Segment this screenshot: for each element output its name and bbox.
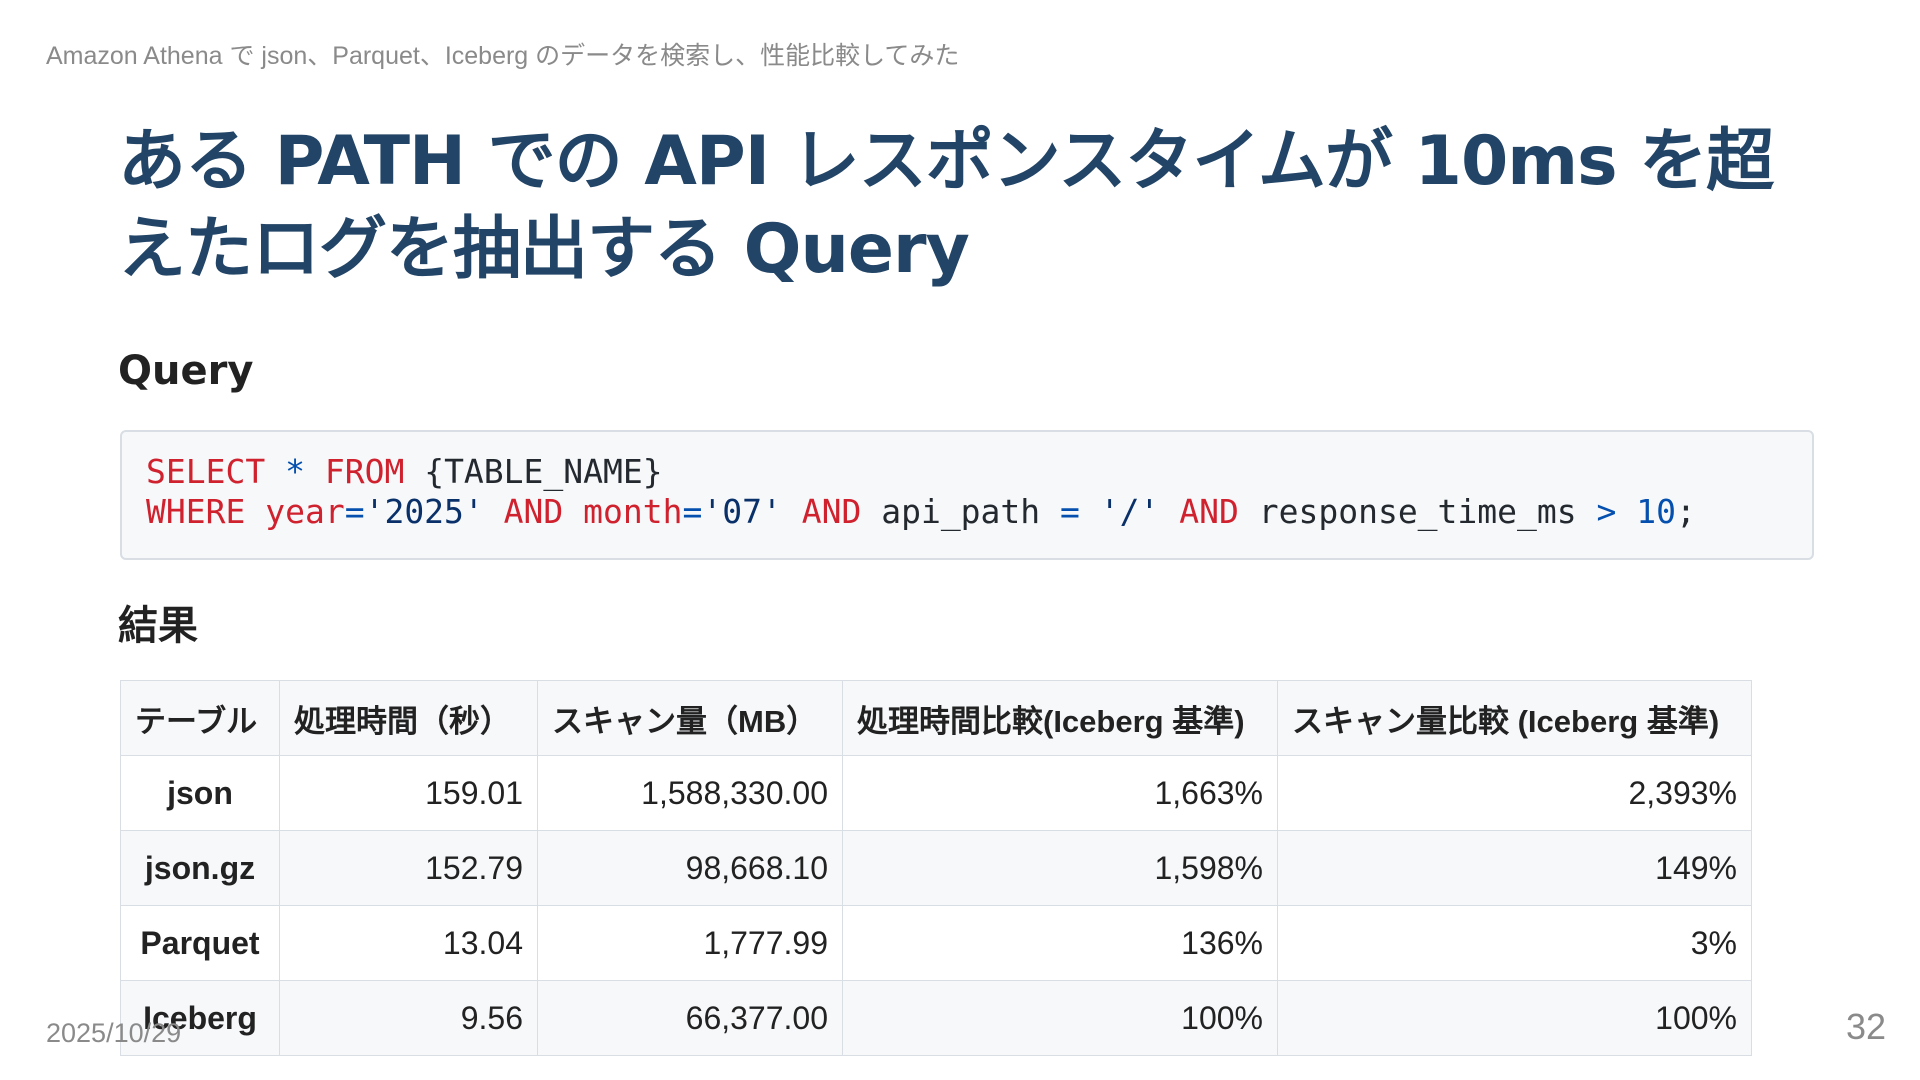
footer-date: 2025/10/29	[46, 1018, 182, 1048]
slide-title: ある PATH での API レスポンスタイムが 10ms を超えたログを抽出す…	[118, 122, 1774, 289]
sql-code-block: SELECT * FROM {TABLE_NAME} WHERE year='20…	[120, 430, 1814, 560]
code-token	[563, 492, 583, 531]
code-line-2: WHERE year='2025' AND month='07' AND api…	[146, 492, 1788, 532]
table-row: Iceberg 9.56 66,377.00 100% 100%	[120, 980, 1752, 1056]
column-header-table: テーブル	[120, 680, 280, 756]
code-token: api_path	[861, 492, 1061, 531]
code-token: AND	[801, 492, 862, 531]
table-header-row: テーブル 処理時間（秒） スキャン量（MB） 処理時間比較(Iceberg 基準…	[120, 680, 1752, 756]
slide-header-subtitle: Amazon Athena で json、Parquet、Iceberg のデー…	[46, 42, 960, 70]
code-token: month	[583, 492, 683, 531]
table-cell: 66,377.00	[537, 980, 843, 1056]
result-heading: 結果	[118, 603, 198, 649]
code-token	[245, 492, 265, 531]
table-cell: 136%	[842, 905, 1278, 981]
column-header-processing-time: 処理時間（秒）	[279, 680, 538, 756]
code-token: =	[344, 492, 365, 531]
code-token: *	[285, 452, 305, 491]
table-cell: 9.56	[279, 980, 538, 1056]
table-cell: 13.04	[279, 905, 538, 981]
table-row: json.gz 152.79 98,668.10 1,598% 149%	[120, 830, 1752, 906]
code-token: ;	[1676, 492, 1696, 531]
code-token: =	[682, 492, 703, 531]
code-line-1: SELECT * FROM {TABLE_NAME}	[146, 452, 1788, 492]
table-row: json 159.01 1,588,330.00 1,663% 2,393%	[120, 755, 1752, 831]
code-token	[1080, 492, 1100, 531]
table-cell: 1,588,330.00	[537, 755, 843, 831]
table-cell: 1,663%	[842, 755, 1278, 831]
table-cell: 1,598%	[842, 830, 1278, 906]
table-cell-name: json	[120, 755, 280, 831]
column-header-scan-size-ratio: スキャン量比較 (Iceberg 基準)	[1277, 680, 1752, 756]
code-token	[782, 492, 802, 531]
code-token: year	[265, 492, 345, 531]
code-token: 10	[1636, 492, 1676, 531]
code-token: response_time_ms	[1238, 492, 1597, 531]
code-token	[1616, 492, 1636, 531]
query-heading: Query	[118, 348, 254, 394]
code-token	[265, 452, 285, 491]
table-cell: 100%	[842, 980, 1278, 1056]
table-cell: 100%	[1277, 980, 1752, 1056]
table-cell: 98,668.10	[537, 830, 843, 906]
code-token: FROM	[324, 452, 405, 491]
code-token: SELECT	[146, 452, 266, 491]
code-token: AND	[503, 492, 564, 531]
table-cell: 1,777.99	[537, 905, 843, 981]
table-row: Parquet 13.04 1,777.99 136% 3%	[120, 905, 1752, 981]
code-token: {TABLE_NAME}	[404, 452, 663, 491]
code-token	[484, 492, 504, 531]
code-token: '/'	[1099, 492, 1160, 531]
table-cell-name: Iceberg	[120, 980, 280, 1056]
table-cell-name: Parquet	[120, 905, 280, 981]
code-token	[305, 452, 325, 491]
table-cell: 152.79	[279, 830, 538, 906]
page-number: 32	[1845, 1006, 1886, 1047]
table-cell: 3%	[1277, 905, 1752, 981]
table-cell: 2,393%	[1277, 755, 1752, 831]
code-token: '2025'	[364, 492, 484, 531]
code-token: AND	[1179, 492, 1239, 531]
code-token: =	[1060, 492, 1080, 531]
table-cell-name: json.gz	[120, 830, 280, 906]
result-table: テーブル 処理時間（秒） スキャン量（MB） 処理時間比較(Iceberg 基準…	[120, 680, 1752, 1056]
code-token: WHERE	[146, 492, 246, 531]
table-cell: 149%	[1277, 830, 1752, 906]
code-token: '07'	[702, 492, 782, 531]
code-token	[1159, 492, 1179, 531]
column-header-processing-time-ratio: 処理時間比較(Iceberg 基準)	[842, 680, 1278, 756]
column-header-scan-size: スキャン量（MB）	[537, 680, 843, 756]
code-token: >	[1596, 492, 1617, 531]
table-cell: 159.01	[279, 755, 538, 831]
